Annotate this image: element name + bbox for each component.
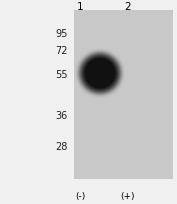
Ellipse shape — [77, 51, 123, 96]
Ellipse shape — [76, 51, 124, 97]
Ellipse shape — [81, 55, 119, 93]
Ellipse shape — [82, 56, 118, 92]
Ellipse shape — [82, 57, 118, 91]
Text: 36: 36 — [55, 110, 67, 120]
Ellipse shape — [84, 58, 116, 89]
Text: (+): (+) — [120, 191, 135, 200]
Text: 72: 72 — [55, 46, 67, 56]
Ellipse shape — [78, 52, 122, 95]
Ellipse shape — [80, 54, 120, 94]
Ellipse shape — [80, 54, 120, 93]
Text: 1: 1 — [77, 2, 84, 12]
Ellipse shape — [78, 52, 122, 96]
Ellipse shape — [76, 50, 124, 98]
Text: 28: 28 — [55, 141, 67, 151]
Ellipse shape — [83, 57, 117, 91]
Text: 2: 2 — [124, 2, 131, 12]
Text: 55: 55 — [55, 70, 67, 79]
Ellipse shape — [84, 58, 116, 90]
Bar — [74, 11, 173, 180]
Ellipse shape — [79, 53, 121, 94]
Text: (-): (-) — [75, 191, 86, 200]
Ellipse shape — [85, 59, 115, 89]
Text: 95: 95 — [55, 29, 67, 39]
